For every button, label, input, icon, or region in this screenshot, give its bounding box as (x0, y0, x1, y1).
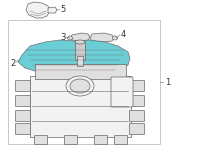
Ellipse shape (70, 79, 90, 93)
Text: 2: 2 (10, 59, 16, 67)
FancyBboxPatch shape (16, 111, 30, 122)
FancyBboxPatch shape (111, 77, 133, 107)
Text: 3: 3 (60, 32, 66, 41)
Text: 1: 1 (165, 77, 170, 86)
FancyBboxPatch shape (95, 136, 108, 145)
Text: 4: 4 (121, 30, 126, 39)
FancyBboxPatch shape (35, 136, 48, 145)
Polygon shape (26, 2, 50, 18)
Ellipse shape (75, 40, 85, 44)
Ellipse shape (112, 36, 118, 40)
FancyBboxPatch shape (16, 123, 30, 135)
FancyBboxPatch shape (114, 136, 128, 145)
FancyBboxPatch shape (35, 64, 126, 78)
FancyBboxPatch shape (16, 81, 30, 91)
Ellipse shape (66, 76, 94, 96)
FancyBboxPatch shape (16, 96, 30, 106)
FancyBboxPatch shape (130, 96, 144, 106)
Bar (75, 42, 85, 60)
Polygon shape (48, 7, 57, 13)
Ellipse shape (68, 36, 72, 40)
FancyBboxPatch shape (30, 76, 130, 137)
FancyBboxPatch shape (130, 81, 144, 91)
Polygon shape (70, 33, 90, 41)
Polygon shape (18, 40, 130, 76)
FancyBboxPatch shape (64, 136, 78, 145)
Text: 5: 5 (60, 5, 65, 14)
FancyBboxPatch shape (130, 111, 144, 122)
Bar (77, 56, 83, 66)
Polygon shape (90, 33, 114, 42)
FancyBboxPatch shape (130, 123, 144, 135)
Bar (8, 20, 160, 144)
